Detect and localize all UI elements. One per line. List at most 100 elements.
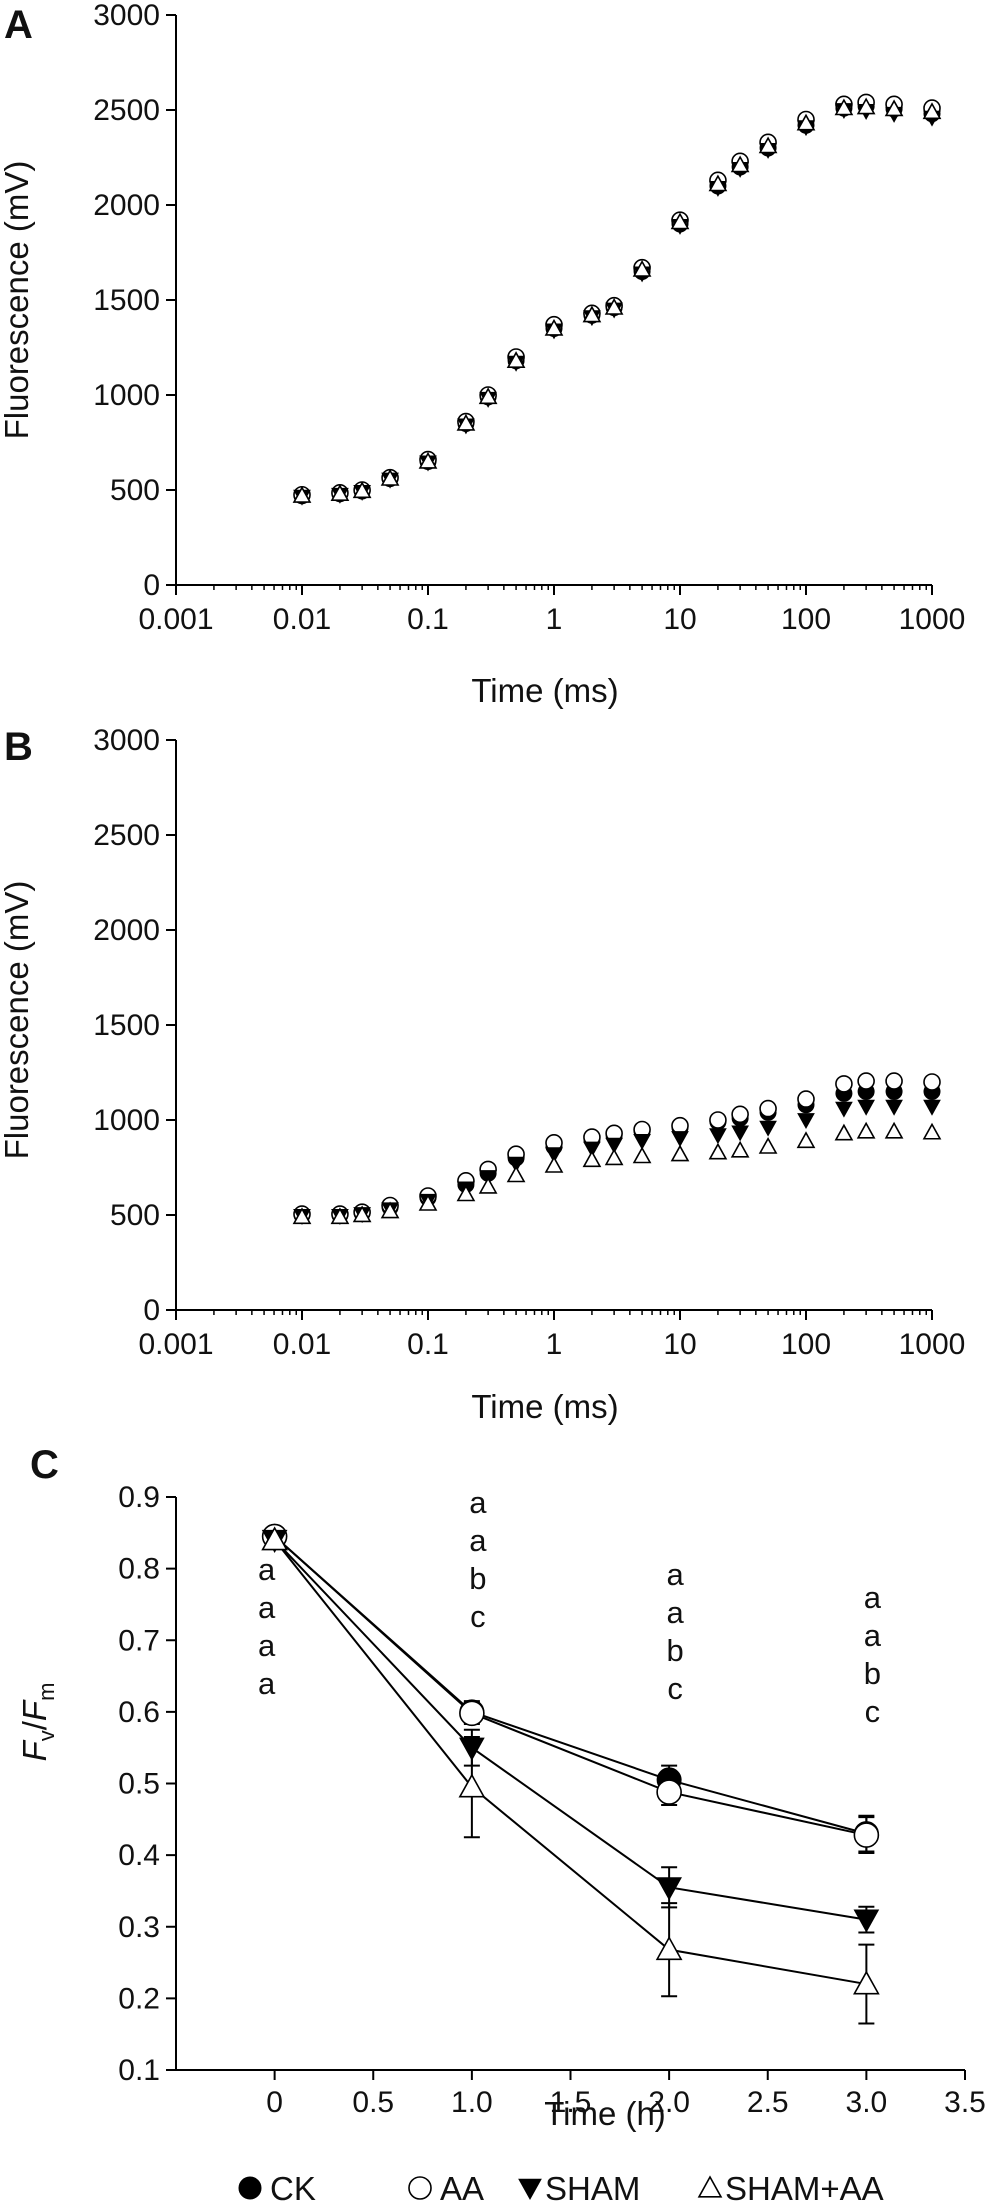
panel-c-x-axis-label: Time (h) bbox=[544, 2095, 666, 2132]
y-tick-label: 500 bbox=[110, 1199, 160, 1232]
panel-c-y-axis-label: Fv/Fm bbox=[16, 1683, 59, 1762]
data-point bbox=[632, 259, 652, 277]
panel-a-x-axis-label: Time (ms) bbox=[471, 672, 618, 709]
x-tick-label: 0.5 bbox=[352, 2086, 394, 2119]
y-tick-label: 2000 bbox=[93, 189, 160, 222]
data-point bbox=[759, 1099, 777, 1118]
data-point bbox=[670, 212, 690, 230]
series-line bbox=[273, 1535, 867, 1835]
data-point bbox=[330, 484, 350, 502]
significance-letter: a bbox=[469, 1523, 487, 1558]
data-point bbox=[292, 486, 312, 503]
data-point bbox=[506, 1165, 526, 1183]
ylabel-slash: / bbox=[16, 1720, 53, 1730]
data-point bbox=[544, 1155, 564, 1173]
x-tick-label: 1.0 bbox=[451, 2086, 493, 2119]
y-tick-label: 1500 bbox=[93, 284, 160, 317]
data-point bbox=[583, 1141, 601, 1158]
x-tick-label: 0.1 bbox=[407, 603, 449, 636]
data-point bbox=[758, 136, 778, 154]
data-point bbox=[456, 413, 476, 431]
data-point bbox=[458, 1773, 486, 1798]
y-tick-label: 0.2 bbox=[118, 1982, 160, 2015]
y-tick-label: 0.8 bbox=[118, 1553, 160, 1586]
series-line bbox=[273, 1539, 867, 1986]
data-point bbox=[797, 1090, 815, 1108]
data-point bbox=[605, 1137, 623, 1154]
series-sham-aa bbox=[261, 1526, 880, 2025]
data-point bbox=[853, 1822, 880, 1848]
significance-letter: a bbox=[667, 1595, 685, 1630]
data-point bbox=[507, 1156, 525, 1173]
data-point bbox=[352, 481, 372, 499]
data-point bbox=[797, 1113, 815, 1130]
data-point bbox=[857, 1099, 875, 1116]
legend-marker bbox=[518, 2178, 542, 2201]
x-tick-label: 0.1 bbox=[407, 1328, 449, 1361]
series-sham-aa bbox=[292, 1121, 942, 1225]
data-point bbox=[834, 1123, 854, 1141]
data-point bbox=[922, 102, 942, 120]
x-tick-label: 10 bbox=[663, 603, 696, 636]
y-tick-label: 0.5 bbox=[118, 1768, 160, 1801]
data-point bbox=[835, 1075, 853, 1093]
legend-label: SHAM bbox=[545, 2170, 640, 2207]
data-point bbox=[709, 1128, 727, 1145]
series-line bbox=[273, 1539, 867, 1921]
data-point bbox=[671, 1131, 689, 1148]
data-point bbox=[796, 113, 816, 131]
data-point bbox=[655, 1936, 683, 1961]
data-point bbox=[708, 1142, 728, 1160]
panel-c: C Fv/Fm Time (h) 0 0.5 1.0 1.5 2.0 2.5 3.0 3.50… bbox=[16, 1443, 986, 2132]
data-point bbox=[261, 1526, 288, 1551]
significance-letter: a bbox=[258, 1628, 276, 1663]
data-point bbox=[582, 1150, 602, 1168]
x-tick-label: 3.5 bbox=[944, 2086, 986, 2119]
data-point bbox=[758, 1136, 778, 1154]
data-point bbox=[604, 297, 624, 315]
data-point bbox=[456, 1184, 476, 1202]
x-tick-label: 1000 bbox=[899, 603, 966, 636]
x-tick-label: 2.5 bbox=[747, 2086, 789, 2119]
data-point bbox=[380, 1201, 400, 1219]
legend-label: CK bbox=[270, 2170, 316, 2207]
ylabel-main-2: F bbox=[16, 1699, 53, 1721]
data-point bbox=[885, 1072, 903, 1090]
significance-letter: c bbox=[667, 1671, 683, 1706]
y-tick-label: 0.9 bbox=[118, 1481, 160, 1514]
data-point bbox=[380, 468, 400, 486]
panel-a: A Fluorescence (mV) Time (ms) 0.001 0.01 0… bbox=[0, 0, 965, 709]
x-tick-label: 1000 bbox=[899, 1328, 966, 1361]
data-point bbox=[656, 1877, 682, 1901]
y-tick-label: 0.6 bbox=[118, 1696, 160, 1729]
panel-c-label: C bbox=[30, 1443, 59, 1487]
significance-letter: a bbox=[864, 1618, 882, 1653]
data-point bbox=[709, 1111, 727, 1129]
data-point bbox=[857, 1072, 875, 1090]
x-tick-label: 0.01 bbox=[273, 603, 331, 636]
data-point bbox=[759, 1120, 777, 1137]
significance-letter: a bbox=[667, 1557, 685, 1592]
series-sham bbox=[261, 1529, 880, 1934]
series-line bbox=[273, 1535, 867, 1837]
data-point bbox=[545, 1147, 563, 1164]
data-point bbox=[708, 174, 728, 192]
data-point bbox=[352, 1205, 372, 1223]
legend: CK AA SHAM SHAM+AA bbox=[238, 2170, 884, 2207]
data-point bbox=[731, 1125, 749, 1142]
significance-letter: c bbox=[470, 1599, 486, 1634]
y-tick-label: 0.7 bbox=[118, 1624, 160, 1657]
data-point bbox=[884, 99, 904, 117]
data-point bbox=[544, 318, 564, 336]
x-tick-label: 10 bbox=[663, 1328, 696, 1361]
legend-label: AA bbox=[440, 2170, 484, 2207]
data-point bbox=[922, 1122, 942, 1140]
significance-letter: a bbox=[864, 1580, 882, 1615]
data-point bbox=[656, 1779, 682, 1805]
data-point bbox=[478, 1176, 498, 1194]
data-point bbox=[796, 1131, 816, 1149]
y-tick-label: 1500 bbox=[93, 1009, 160, 1042]
data-point bbox=[459, 1700, 485, 1727]
y-tick-label: 500 bbox=[110, 474, 160, 507]
data-point bbox=[418, 451, 438, 469]
